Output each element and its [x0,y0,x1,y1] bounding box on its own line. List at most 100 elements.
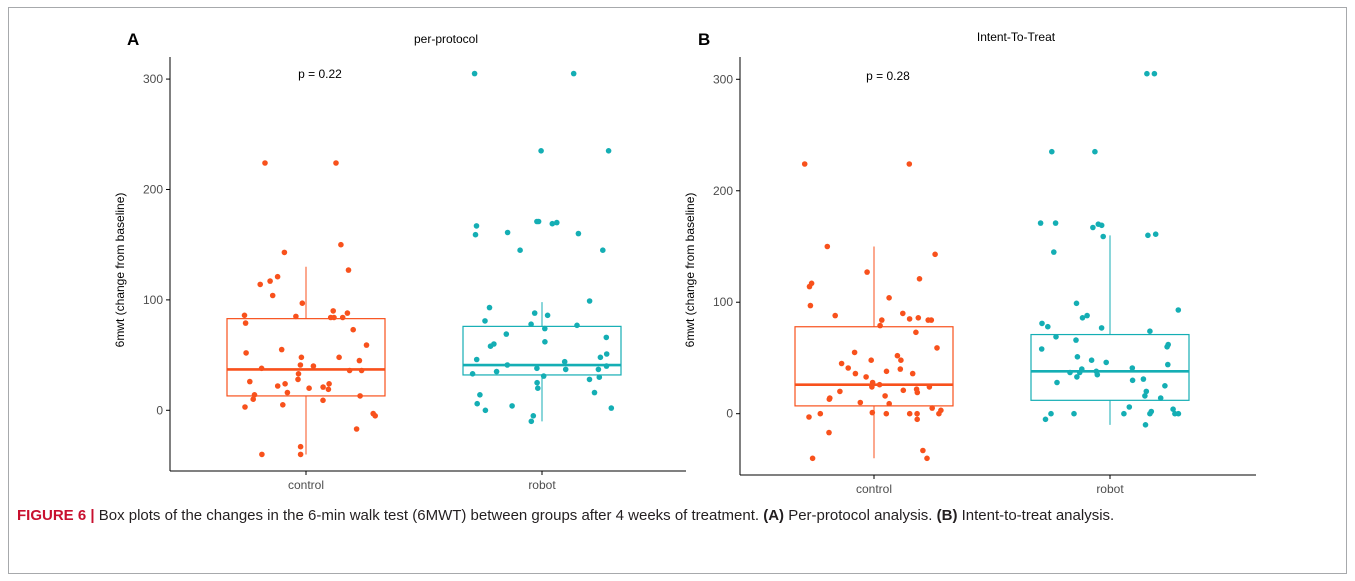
data-point-b-robot [1098,222,1105,229]
p-value-annotation-a: p = 0.22 [298,67,342,81]
data-point-b-control [807,302,814,309]
data-point-a-control [295,371,302,377]
data-point-b-control [864,269,870,275]
y-tick-label-a: 200 [143,182,163,196]
data-point-b-robot [1053,334,1059,340]
data-point-a-control [339,314,346,321]
data-point-b-robot [1054,379,1060,386]
data-point-b-robot [1142,393,1148,399]
data-point-a-control [310,363,317,369]
data-point-b-control [900,310,906,317]
chart-title-a: per-protocol [414,32,478,46]
box-a-control [226,318,386,397]
data-point-b-control [851,349,858,356]
y-axis-label-a: 6mwt (change from baseline) [113,193,127,348]
data-point-a-robot [575,230,582,237]
data-point-b-control [894,352,901,359]
data-point-b-control [845,365,851,371]
data-point-b-robot [1142,422,1149,428]
data-point-a-control [353,426,360,432]
data-point-a-control [282,381,288,387]
data-point-b-control [882,393,888,399]
data-point-b-robot [1121,410,1127,417]
data-point-a-control [356,357,363,364]
data-point-a-robot [603,334,610,341]
y-tick-label-a: 100 [143,293,163,307]
data-point-a-control [333,160,339,166]
data-point-a-robot [605,148,612,154]
data-point-b-control [924,455,930,462]
data-point-a-control [357,393,363,399]
data-point-a-control [281,249,288,256]
y-tick-label-a: 0 [156,403,163,417]
data-point-b-robot [1170,406,1176,413]
data-point-a-control [274,273,281,280]
box-b-robot [1030,333,1190,401]
caption-b-text: Intent-to-treat analysis. [957,507,1115,524]
data-point-a-robot [538,148,544,154]
data-point-a-robot [471,70,478,77]
data-point-b-robot [1152,231,1159,237]
data-point-a-control [251,392,258,398]
data-point-a-robot [586,376,593,383]
data-point-a-control [338,241,344,248]
data-point-b-robot [1084,312,1090,319]
data-point-a-robot [504,229,511,236]
data-point-b-control [886,400,892,407]
data-point-b-robot [1175,410,1182,417]
data-point-a-control [326,381,332,387]
data-point-a-robot [603,363,610,369]
data-point-b-control [877,322,883,329]
data-point-a-control [297,451,304,458]
data-point-a-control [250,396,256,403]
data-point-b-control [869,409,876,416]
data-point-b-robot [1129,365,1136,371]
data-point-b-control [826,429,832,436]
data-point-a-robot [574,322,580,329]
data-point-a-control [363,342,370,348]
data-point-b-control [863,374,869,380]
data-point-b-robot [1073,300,1080,307]
data-point-a-robot [540,373,547,379]
data-point-b-robot [1079,315,1086,321]
data-point-b-robot [1048,410,1054,417]
data-point-a-robot [570,70,577,77]
data-point-a-control [293,313,299,320]
data-point-b-robot [1071,410,1077,417]
data-point-b-control [914,389,921,396]
data-point-a-control [372,413,379,419]
data-point-b-robot [1051,249,1057,255]
data-point-a-robot [549,220,556,227]
data-point-b-control [869,384,875,390]
data-point-a-robot [596,374,603,381]
data-point-b-control [883,410,890,417]
data-point-a-control [358,367,365,374]
data-point-a-control [267,278,273,284]
data-point-a-control [344,310,351,316]
data-point-b-control [869,379,876,386]
caption-a-label: (A) [763,507,785,524]
data-point-b-robot [1157,395,1164,401]
data-point-b-robot [1126,404,1133,410]
data-point-b-robot [1049,148,1055,155]
data-point-b-robot [1067,369,1073,376]
data-point-a-robot [469,371,476,377]
data-point-a-control [243,350,249,356]
data-point-b-control [926,384,933,390]
data-point-b-robot [1039,320,1045,327]
data-point-a-robot [603,351,610,357]
data-point-a-robot [531,310,538,316]
figure-svg: A per-protocol 6mwt (change from baselin… [113,30,1256,496]
data-point-a-control [306,385,312,392]
data-point-b-robot [1052,220,1059,226]
data-point-b-control [824,243,831,250]
data-point-a-robot [554,219,560,226]
data-point-b-robot [1140,376,1147,382]
data-point-b-control [906,410,913,417]
data-point-a-robot [586,298,593,304]
data-point-a-robot [595,366,602,373]
panel-label-b: B [698,30,710,49]
data-point-b-robot [1038,346,1045,352]
panel-b: B Intent-To-Treat 6mwt (change from base… [683,30,1256,496]
data-point-b-control [936,410,942,417]
